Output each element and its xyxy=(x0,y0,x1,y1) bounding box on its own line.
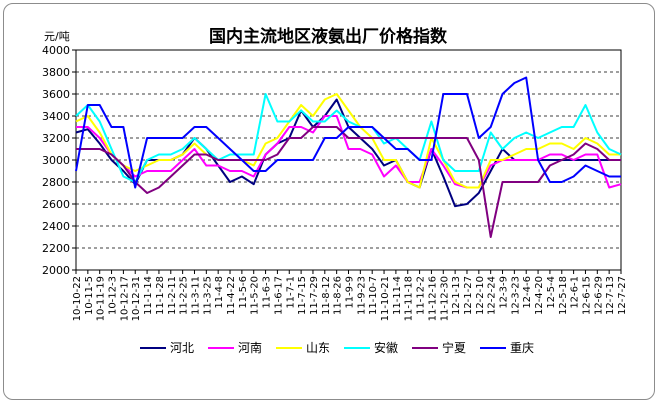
x-tick-label-5: 10-12-31 xyxy=(131,276,142,321)
x-tick-label-39: 12-4-20 xyxy=(534,276,545,315)
legend: 河北 河南 山东 安徽 宁夏 重庆 xyxy=(140,340,534,355)
legend-label-5: 重庆 xyxy=(510,341,534,355)
x-tick-label-42: 12-6-1 xyxy=(570,276,581,309)
y-tick-label-8: 3600 xyxy=(42,88,70,101)
y-tick-label-6: 3200 xyxy=(42,132,70,145)
x-tick-label-14: 11-5-6 xyxy=(238,276,249,309)
legend-label-4: 宁夏 xyxy=(442,340,466,355)
x-tick-label-45: 12-7-13 xyxy=(605,276,616,315)
x-tick-label-11: 11-3-25 xyxy=(202,276,213,315)
x-tick-label-41: 12-5-18 xyxy=(558,276,569,315)
x-tick-label-33: 12-1-27 xyxy=(463,276,474,315)
y-tick-label-9: 3800 xyxy=(42,66,70,79)
series-line-4 xyxy=(76,126,621,238)
x-tick-label-23: 11-9-9 xyxy=(345,276,356,309)
x-tick-label-43: 12-6-15 xyxy=(581,276,592,315)
x-tick-label-36: 12-3-9 xyxy=(499,276,510,309)
x-tick-label-15: 11-5-20 xyxy=(250,276,261,315)
x-tick-label-18: 11-7-1 xyxy=(285,276,296,309)
chart-frame xyxy=(3,3,655,400)
series-line-3 xyxy=(75,93,622,183)
x-tick-label-25: 11-10-7 xyxy=(368,276,379,315)
axis-layer: 2000 2200 2400 2600 2800 3000 3200 3400 3600 3800… xyxy=(42,44,628,321)
x-tick-label-40: 12-5-4 xyxy=(546,276,557,309)
y-tick-label-0: 2000 xyxy=(42,264,70,277)
x-tick-label-27: 11-11-4 xyxy=(392,276,403,315)
x-tick-label-37: 12-3-23 xyxy=(510,276,521,315)
x-tick-label-31: 11-12-30 xyxy=(439,276,450,321)
y-tick-label-1: 2200 xyxy=(42,242,70,255)
x-tick-label-19: 11-7-15 xyxy=(297,276,308,315)
x-tick-label-46: 12-7-27 xyxy=(617,276,628,315)
legend-label-1: 河南 xyxy=(238,340,262,355)
x-tick-label-12: 11-4-8 xyxy=(214,276,225,309)
x-tick-label-29: 11-12-2 xyxy=(416,276,427,315)
x-tick-label-22: 11-8-26 xyxy=(333,276,344,315)
x-tick-label-26: 11-10-21 xyxy=(380,276,391,321)
y-tick-label-3: 2600 xyxy=(42,198,70,211)
x-tick-label-16: 11-6-3 xyxy=(262,276,273,309)
series-line-1 xyxy=(76,115,622,189)
x-tick-label-44: 12-6-29 xyxy=(593,276,604,315)
x-tick-label-2: 10-11-19 xyxy=(96,276,107,321)
x-tick-label-8: 11-2-11 xyxy=(167,276,178,315)
x-tick-label-17: 11-6-17 xyxy=(273,276,284,315)
x-tick-label-10: 11-3-11 xyxy=(190,276,201,315)
legend-label-0: 河北 xyxy=(170,341,194,355)
x-tick-label-9: 11-2-25 xyxy=(179,276,190,315)
x-tick-label-0: 10-10-22 xyxy=(72,276,83,321)
x-tick-label-34: 12-2-10 xyxy=(475,276,486,315)
x-tick-label-32: 12-1-13 xyxy=(451,276,462,315)
y-tick-label-4: 2800 xyxy=(42,176,70,189)
x-tick-label-35: 12-2-24 xyxy=(487,276,498,315)
series-layer xyxy=(75,76,622,238)
series-line-0 xyxy=(75,98,621,208)
series-line-5 xyxy=(75,76,621,189)
legend-label-3: 安徽 xyxy=(374,340,398,355)
grid-layer xyxy=(76,71,621,249)
x-tick-label-13: 11-4-22 xyxy=(226,276,237,315)
series-line-2 xyxy=(75,93,621,189)
x-tick-label-20: 11-7-29 xyxy=(309,276,320,315)
x-tick-label-3: 10-12-3 xyxy=(108,276,119,315)
chart-title: 国内主流地区液氨出厂价格指数 xyxy=(209,26,448,47)
y-tick-label-7: 3400 xyxy=(42,110,70,123)
x-tick-label-4: 10-12-17 xyxy=(119,276,130,321)
y-tick-label-10: 4000 xyxy=(42,44,70,57)
x-tick-label-1: 10-11-5 xyxy=(84,276,95,315)
x-tick-label-21: 11-8-12 xyxy=(321,276,332,315)
x-tick-label-28: 11-11-18 xyxy=(404,276,415,321)
x-tick-label-30: 11-12-16 xyxy=(427,276,438,321)
y-tick-label-5: 3000 xyxy=(42,154,70,167)
x-tick-label-6: 11-1-14 xyxy=(143,276,154,315)
x-tick-label-24: 11-9-23 xyxy=(356,276,367,315)
x-tick-label-7: 11-1-28 xyxy=(155,276,166,315)
x-tick-label-38: 12-4-6 xyxy=(522,276,533,309)
y-axis-unit: 元/吨 xyxy=(44,30,70,43)
y-tick-label-2: 2400 xyxy=(42,220,70,233)
legend-label-2: 山东 xyxy=(306,341,330,355)
